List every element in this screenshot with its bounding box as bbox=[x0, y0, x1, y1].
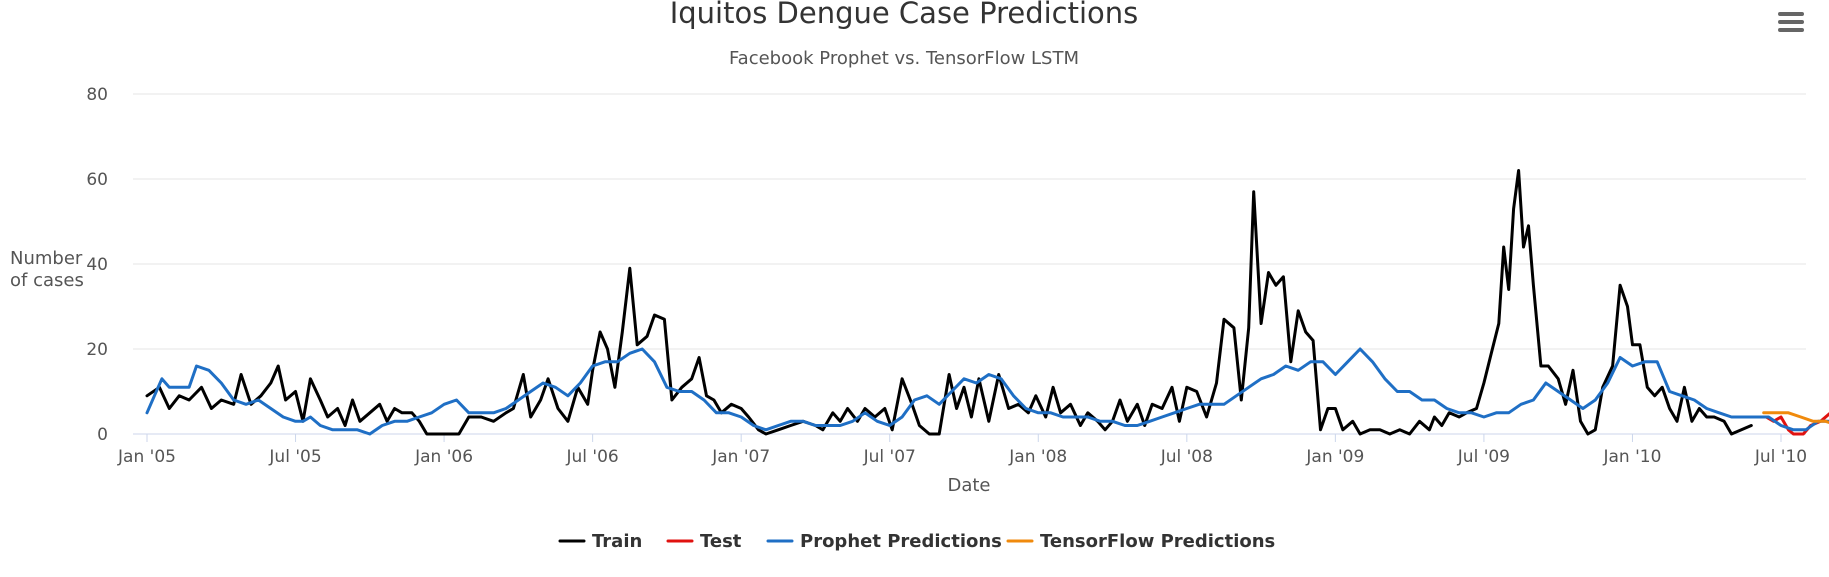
legend-label-train: Train bbox=[592, 531, 642, 552]
y-tick-0: 0 bbox=[97, 425, 108, 445]
chart-subtitle: Facebook Prophet vs. TensorFlow LSTM bbox=[729, 48, 1079, 69]
x-tick-label-6: Jan '08 bbox=[1008, 447, 1067, 467]
x-tick-label-1: Jul '05 bbox=[268, 447, 321, 467]
y-tick-60: 60 bbox=[86, 170, 108, 190]
x-tick-label-0: Jan '05 bbox=[117, 447, 176, 467]
y-axis-ticks: 0 20 40 60 80 bbox=[86, 85, 108, 445]
y-tick-80: 80 bbox=[86, 85, 108, 105]
x-tick-label-5: Jul '07 bbox=[863, 447, 916, 467]
chart-title: Iquitos Dengue Case Predictions bbox=[670, 0, 1139, 30]
x-axis-title: Date bbox=[947, 475, 990, 496]
legend-item-train[interactable]: Train bbox=[558, 531, 642, 552]
y-axis-title: Number of cases bbox=[10, 248, 88, 291]
legend: Train Test Prophet Predictions TensorFlow P… bbox=[558, 531, 1275, 552]
x-tick-label-4: Jan '07 bbox=[711, 447, 770, 467]
x-tick-label-3: Jul '06 bbox=[566, 447, 619, 467]
legend-item-test[interactable]: Test bbox=[666, 531, 742, 552]
x-tick-label-10: Jan '10 bbox=[1602, 447, 1661, 467]
hamburger-menu-icon[interactable] bbox=[1778, 12, 1804, 32]
legend-label-test: Test bbox=[700, 531, 742, 552]
x-tick-label-11: Jul '10 bbox=[1754, 447, 1807, 467]
series-layer bbox=[145, 169, 1829, 436]
series-line-prophet-predictions bbox=[145, 347, 1829, 436]
series-line-train bbox=[145, 169, 1753, 436]
y-tick-40: 40 bbox=[86, 255, 108, 275]
legend-item-prophet-predictions[interactable]: Prophet Predictions bbox=[766, 531, 1002, 552]
y-axis-title-line1: Number bbox=[10, 248, 83, 269]
x-axis: Jan '05 Jul '05 Jan '06 Jul '06 Jan '07 Jul '… bbox=[117, 433, 1807, 467]
x-tick-label-7: Jul '08 bbox=[1160, 447, 1213, 467]
x-tick-label-9: Jul '09 bbox=[1457, 447, 1510, 467]
series-line-tensorflow-predictions bbox=[1762, 411, 1829, 425]
y-axis-title-line2: of cases bbox=[10, 270, 84, 291]
legend-item-tensorflow-predictions[interactable]: TensorFlow Predictions bbox=[1006, 531, 1275, 552]
x-tick-label-8: Jan '09 bbox=[1305, 447, 1364, 467]
y-tick-20: 20 bbox=[86, 340, 108, 360]
legend-label-tensorflow-predictions: TensorFlow Predictions bbox=[1040, 531, 1275, 552]
gridlines bbox=[133, 93, 1806, 350]
legend-label-prophet-predictions: Prophet Predictions bbox=[800, 531, 1002, 552]
x-tick-label-2: Jan '06 bbox=[414, 447, 473, 467]
